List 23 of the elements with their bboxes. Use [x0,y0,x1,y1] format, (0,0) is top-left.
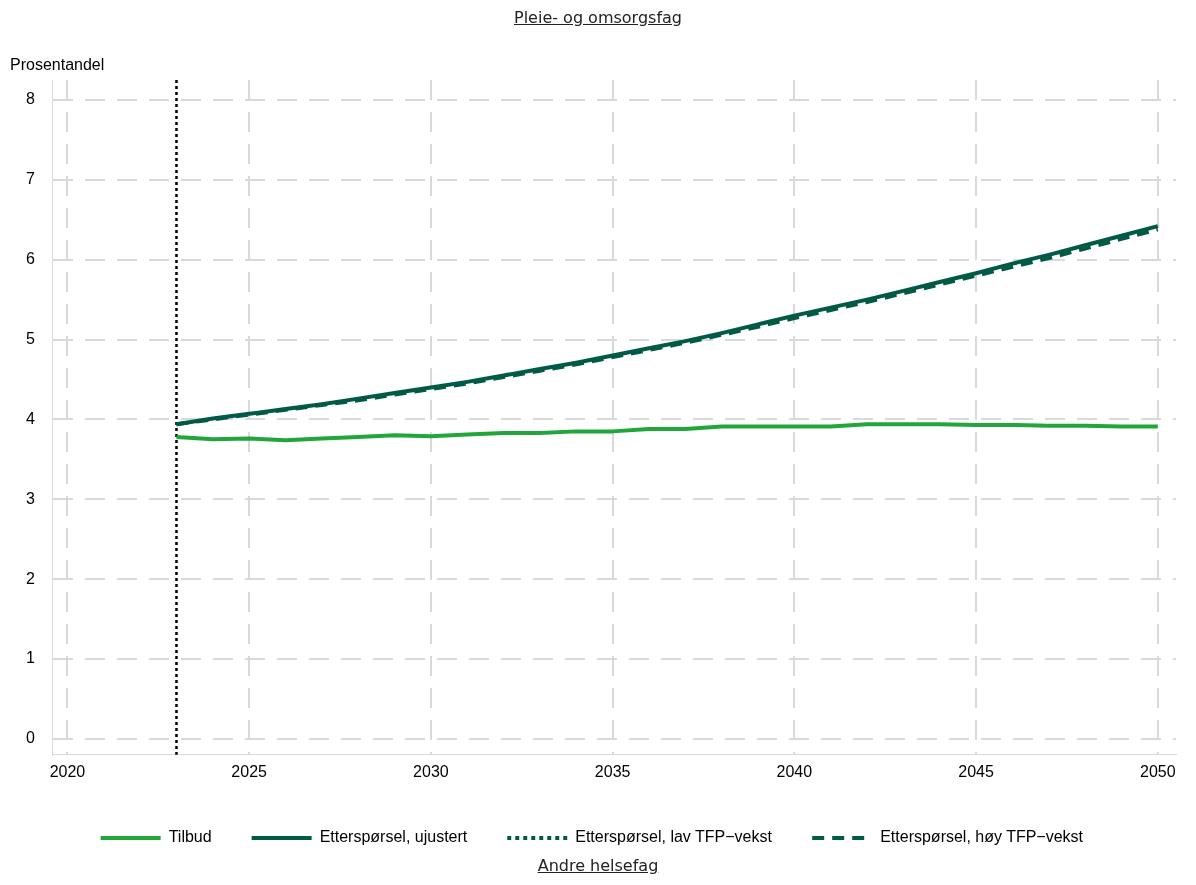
y-axis-title: Prosentandel [10,56,105,74]
y-tick-label: 4 [25,409,35,427]
x-tick-label: 2035 [594,762,631,780]
y-tick-label: 0 [25,729,35,747]
y-tick-label: 6 [25,250,35,268]
y-tick-label: 7 [25,170,35,188]
legend-label: Etterspørsel, lav TFP−vekst [575,828,773,846]
legend-label: Etterspørsel, ujustert [319,828,468,846]
y-tick-label: 5 [25,329,35,347]
legend-label: Tilbud [168,828,212,846]
x-tick-label: 2040 [776,762,813,780]
x-tick-label: 2050 [1140,762,1176,780]
y-tick-label: 1 [25,649,35,667]
x-tick-label: 2025 [231,762,268,780]
y-tick-label: 2 [25,569,35,587]
text: Andre helsefag [537,856,659,875]
chart-title: Pleie- og omsorgsfag [514,8,682,27]
x-tick-label: 2045 [958,762,994,780]
x-tick-label: 2020 [49,762,86,780]
x-tick-label: 2030 [413,762,449,780]
y-tick-label: 3 [25,489,35,507]
legend-label: Etterspørsel, høy TFP−vekst [880,828,1084,846]
y-tick-label: 8 [25,90,35,108]
